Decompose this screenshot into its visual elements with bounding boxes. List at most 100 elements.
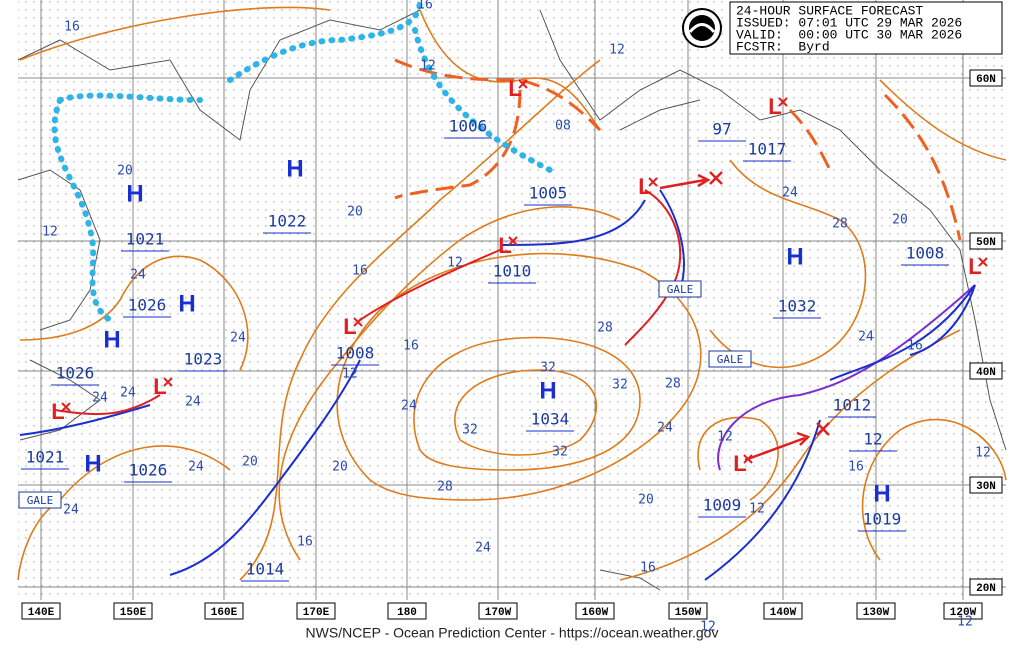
isobar-label: 12 <box>957 615 973 630</box>
isobar-label: 16 <box>297 535 313 550</box>
pressure-value: 97 <box>712 120 731 139</box>
isobar-label: 24 <box>782 186 798 201</box>
low-center: L <box>733 451 746 476</box>
pressure-value: 1023 <box>184 350 223 369</box>
gale-label: GALE <box>667 283 694 296</box>
longitude-label: 160W <box>582 607 609 619</box>
low-center: L <box>51 399 64 424</box>
pressure-value: 1010 <box>493 262 532 281</box>
low-center: L <box>498 233 511 258</box>
latitude-label: 50N <box>976 237 996 249</box>
pressure-value: 1026 <box>129 461 168 480</box>
low-center: L <box>638 174 651 199</box>
motion-arrows <box>659 171 830 462</box>
isobar-label: 32 <box>612 378 628 393</box>
latitude-box <box>969 69 1003 87</box>
isobar-label: 16 <box>352 264 368 279</box>
gale-box <box>18 491 62 509</box>
isobar-label: 12 <box>420 59 436 74</box>
latitude-box <box>969 232 1003 250</box>
low-center: L <box>508 76 521 101</box>
longitude-box <box>668 602 708 620</box>
low-center: L <box>153 374 166 399</box>
pressure-value: 1017 <box>748 140 787 159</box>
isobar-label: 24 <box>92 391 108 406</box>
pressure-value: 1014 <box>246 560 285 579</box>
latitude-box <box>969 362 1003 380</box>
isobar-label: 12 <box>717 430 733 445</box>
low-marker <box>978 257 988 267</box>
isobar-label: 28 <box>597 321 613 336</box>
isobar-label: 20 <box>117 164 133 179</box>
isobar-label: 32 <box>552 445 568 460</box>
noaa-logo <box>682 8 722 48</box>
latitude-box <box>969 476 1003 494</box>
longitude-label: 150W <box>675 607 702 619</box>
isobar-label: 16 <box>640 561 656 576</box>
isobar-label: 20 <box>892 213 908 228</box>
longitude-label: 150E <box>120 607 147 619</box>
longitude-box <box>387 602 427 620</box>
isobar-label: 24 <box>401 399 417 414</box>
longitude-box <box>763 602 803 620</box>
longitude-box <box>204 602 244 620</box>
pressure-value: 1019 <box>863 510 902 529</box>
longitude-box <box>296 602 336 620</box>
isobar-label: 12 <box>609 43 625 58</box>
low-marker <box>353 317 363 327</box>
high-center: H <box>873 480 890 507</box>
longitude-box <box>856 602 896 620</box>
high-center: H <box>539 377 556 404</box>
latitude-label: 60N <box>976 74 996 86</box>
high-center: H <box>126 180 143 207</box>
isobar-label: 24 <box>230 331 246 346</box>
isobar-label: 24 <box>120 386 136 401</box>
isobar-label: 12 <box>42 225 58 240</box>
pressure-value: 1006 <box>449 117 488 136</box>
isobar-label: 28 <box>665 377 681 392</box>
isobar-label: 20 <box>332 460 348 475</box>
gale-box <box>658 280 702 298</box>
longitude-box <box>943 602 983 620</box>
pressure-value: 1005 <box>529 184 568 203</box>
low-center: L <box>768 94 781 119</box>
isobar-label: 16 <box>907 339 923 354</box>
latitude-label: 20N <box>976 583 996 595</box>
isobar-label: 12 <box>447 256 463 271</box>
isobar-label: 12 <box>700 620 716 635</box>
longitude-box <box>575 602 615 620</box>
pressure-value: 12 <box>863 430 882 449</box>
isobar-label: 08 <box>555 119 571 134</box>
isobar-label: 32 <box>462 423 478 438</box>
gale-label: GALE <box>27 494 54 507</box>
isobar-label: 28 <box>832 217 848 232</box>
longitude-label: 140W <box>770 607 797 619</box>
isobars <box>17 6 1007 581</box>
isobar-label: 24 <box>188 460 204 475</box>
longitude-label: 120W <box>950 607 977 619</box>
longitude-label: 170W <box>485 607 512 619</box>
longitude-label: 170E <box>303 607 330 619</box>
isobar-label: 16 <box>417 0 433 13</box>
pressure-value: 1026 <box>128 296 167 315</box>
low-marker <box>508 236 518 246</box>
trough-lines <box>51 0 962 323</box>
longitude-label: 140E <box>28 607 55 619</box>
isobar-label: 24 <box>130 268 146 283</box>
header-line: 24-HOUR SURFACE FORECAST <box>736 3 923 18</box>
pressure-value: 1012 <box>833 396 872 415</box>
gale-box <box>708 350 752 368</box>
high-center: H <box>286 155 303 182</box>
latitude-box <box>969 578 1003 596</box>
pressure-value: 1022 <box>268 212 307 231</box>
low-marker <box>61 402 71 412</box>
isobar-label: 16 <box>403 339 419 354</box>
isobar-label: 24 <box>475 541 491 556</box>
pressure-value: 1009 <box>703 496 742 515</box>
pressure-value: 1008 <box>336 344 375 363</box>
low-center: L <box>968 254 981 279</box>
isobar-label: 16 <box>848 460 864 475</box>
